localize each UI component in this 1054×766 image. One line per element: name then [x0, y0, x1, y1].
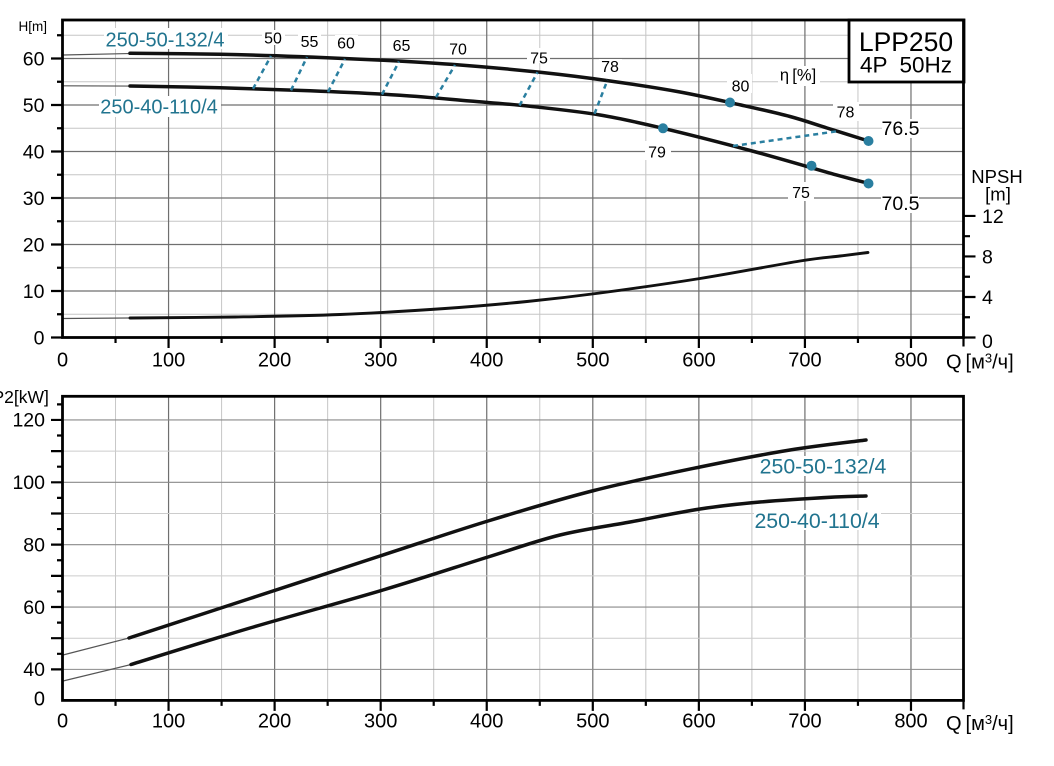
- svg-text:200: 200: [258, 350, 291, 372]
- svg-text:250-50-132/4: 250-50-132/4: [106, 30, 225, 52]
- svg-text:55: 55: [301, 34, 319, 51]
- svg-text:10: 10: [23, 281, 45, 303]
- svg-text:12: 12: [982, 206, 1004, 228]
- svg-text:40: 40: [23, 141, 45, 163]
- svg-text:P2[kW]: P2[kW]: [0, 387, 49, 407]
- svg-text:50Hz: 50Hz: [900, 53, 953, 78]
- svg-text:75: 75: [530, 51, 548, 68]
- svg-text:70: 70: [449, 42, 467, 59]
- svg-text:100: 100: [152, 711, 185, 733]
- svg-text:75: 75: [792, 185, 810, 202]
- svg-text:100: 100: [12, 472, 45, 494]
- svg-text:H[m]: H[m]: [19, 19, 48, 34]
- svg-text:500: 500: [576, 711, 609, 733]
- svg-text:250-40-110/4: 250-40-110/4: [100, 97, 218, 119]
- svg-text:Q [м3/ч]: Q [м3/ч]: [946, 712, 1014, 735]
- svg-text:4: 4: [982, 287, 993, 309]
- svg-text:60: 60: [23, 48, 45, 70]
- svg-text:100: 100: [152, 350, 185, 372]
- svg-text:400: 400: [470, 350, 503, 372]
- svg-text:79: 79: [648, 145, 666, 162]
- svg-text:80: 80: [23, 535, 45, 557]
- svg-text:4P: 4P: [860, 53, 888, 78]
- svg-text:78: 78: [601, 59, 619, 76]
- svg-text:300: 300: [364, 350, 397, 372]
- svg-text:8: 8: [982, 247, 993, 269]
- svg-text:η [%]: η [%]: [780, 67, 816, 85]
- svg-text:20: 20: [23, 234, 45, 256]
- svg-text:700: 700: [788, 350, 821, 372]
- svg-text:60: 60: [23, 597, 45, 619]
- svg-text:80: 80: [732, 79, 750, 96]
- svg-text:0: 0: [34, 327, 45, 349]
- svg-text:250-50-132/4: 250-50-132/4: [760, 455, 887, 479]
- svg-text:250-40-110/4: 250-40-110/4: [754, 509, 879, 533]
- svg-text:78: 78: [837, 105, 855, 122]
- svg-text:500: 500: [576, 350, 609, 372]
- svg-text:700: 700: [788, 711, 821, 733]
- svg-text:0: 0: [34, 689, 45, 711]
- svg-text:0: 0: [982, 331, 993, 353]
- svg-text:65: 65: [393, 38, 411, 55]
- svg-text:800: 800: [894, 711, 927, 733]
- svg-text:[m]: [m]: [985, 184, 1011, 205]
- svg-text:30: 30: [23, 188, 45, 210]
- svg-text:600: 600: [682, 350, 715, 372]
- svg-text:400: 400: [470, 711, 503, 733]
- svg-text:76.5: 76.5: [882, 118, 920, 140]
- svg-text:60: 60: [337, 36, 355, 53]
- svg-text:600: 600: [682, 711, 715, 733]
- svg-text:Q [м3/ч]: Q [м3/ч]: [946, 351, 1014, 374]
- svg-text:70.5: 70.5: [882, 193, 920, 215]
- svg-text:120: 120: [12, 410, 45, 432]
- svg-text:300: 300: [364, 711, 397, 733]
- svg-text:800: 800: [894, 350, 927, 372]
- svg-text:50: 50: [264, 31, 282, 48]
- svg-text:40: 40: [23, 659, 45, 681]
- svg-text:0: 0: [57, 711, 68, 733]
- svg-text:50: 50: [23, 95, 45, 117]
- svg-text:0: 0: [57, 350, 68, 372]
- svg-text:200: 200: [258, 711, 291, 733]
